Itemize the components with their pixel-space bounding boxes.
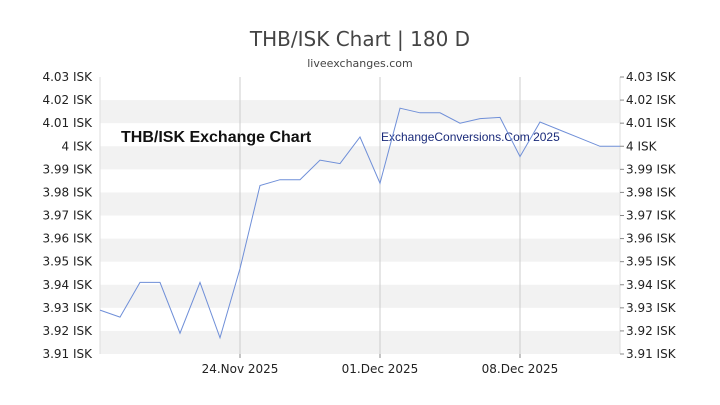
y-tick-label-right: 3.99 ISK (626, 162, 677, 176)
y-tick-label-right: 3.94 ISK (626, 278, 677, 292)
vertical-gridlines (239, 77, 521, 354)
grid-band (100, 100, 620, 124)
y-tick-label-right: 3.93 ISK (626, 301, 677, 315)
y-tick-label-left: 3.94 ISK (42, 278, 93, 292)
x-axis: 24.Nov 2025 01.Dec 2025 08.Dec 2025 (202, 354, 559, 376)
y-tick-label-right: 3.95 ISK (626, 255, 677, 269)
y-tick-label-left: 3.93 ISK (42, 301, 93, 315)
grid-band (100, 330, 620, 354)
grid-bands (100, 100, 620, 354)
grid-band (100, 284, 620, 308)
y-tick-label-right: 3.92 ISK (626, 324, 677, 338)
y-tick-label-left: 3.96 ISK (42, 232, 93, 246)
chart-annotation-left: THB/ISK Exchange Chart (121, 129, 312, 146)
chart-annotation-right: ExchangeConversions.Com 2025 (381, 130, 560, 144)
series-line (99, 107, 620, 340)
y-tick-label-right: 3.98 ISK (626, 185, 677, 199)
grid-band (100, 192, 620, 216)
y-tick-label-right: 3.97 ISK (626, 209, 677, 223)
y-axis-left: 4.03 ISK 4.02 ISK 4.01 ISK 4 ISK 3.99 ISK 3.9… (42, 70, 93, 361)
chart-subtitle: liveexchanges.com (307, 57, 412, 70)
chart-title: THB/ISK Chart | 180 D (249, 27, 470, 51)
y-axis-right: 4.03 ISK 4.02 ISK 4.01 ISK 4 ISK 3.99 ISK 3.9… (620, 70, 677, 361)
x-tick-label: 24.Nov 2025 (202, 362, 279, 376)
y-tick-label-left: 4.02 ISK (42, 93, 93, 107)
y-tick-label-left: 3.91 ISK (42, 347, 93, 361)
y-tick-label-right: 3.91 ISK (626, 347, 677, 361)
y-tick-label-left: 3.92 ISK (42, 324, 93, 338)
x-tick-label: 01.Dec 2025 (342, 362, 419, 376)
y-tick-label-left: 3.95 ISK (42, 255, 93, 269)
y-tick-label-right: 4.03 ISK (626, 70, 677, 84)
grid-band (100, 238, 620, 262)
y-tick-label-right: 3.96 ISK (626, 232, 677, 246)
y-tick-label-left: 4.03 ISK (42, 70, 93, 84)
y-tick-label-left: 4 ISK (62, 139, 94, 153)
series-line-group (99, 107, 620, 340)
y-tick-label-left: 4.01 ISK (42, 116, 93, 130)
y-tick-label-left: 3.99 ISK (42, 162, 93, 176)
x-tick-label: 08.Dec 2025 (482, 362, 559, 376)
y-tick-label-right: 4 ISK (626, 139, 658, 153)
grid-band (100, 146, 620, 170)
y-tick-label-left: 3.97 ISK (42, 209, 93, 223)
y-tick-label-right: 4.02 ISK (626, 93, 677, 107)
y-tick-label-right: 4.01 ISK (626, 116, 677, 130)
y-tick-label-left: 3.98 ISK (42, 185, 93, 199)
